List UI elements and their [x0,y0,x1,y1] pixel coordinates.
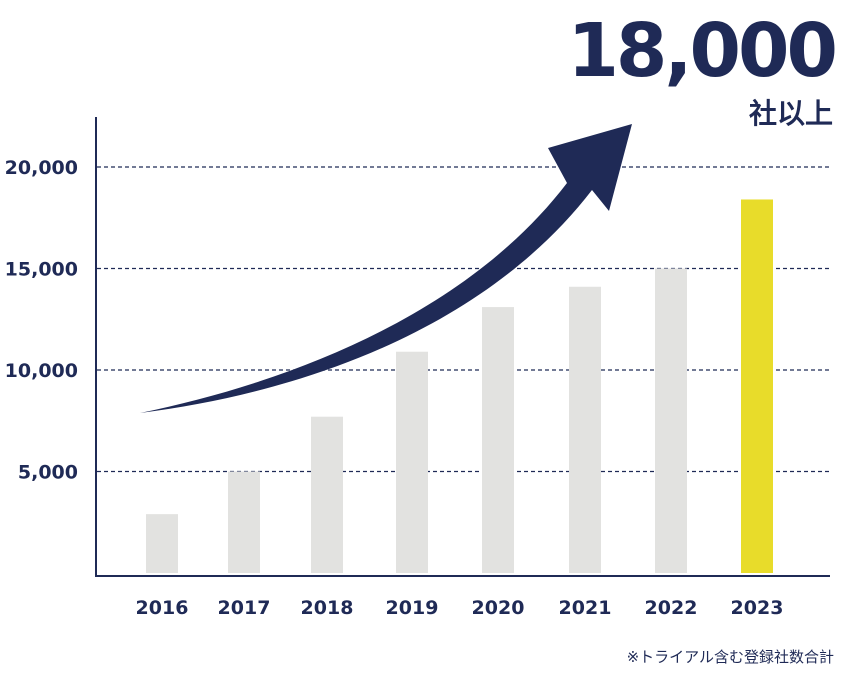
bar-2023 [741,199,773,574]
footnote: ※トライアル含む登録社数合計 [627,648,834,666]
axes [95,117,830,577]
bar-2018 [311,416,343,573]
x-tick-label: 2023 [731,597,784,619]
x-tick-label: 2019 [386,597,439,619]
growth-arrow-icon [140,124,632,413]
bar-2022 [655,268,687,573]
x-tick-label: 2018 [301,597,354,619]
bar-2021 [569,286,601,573]
bar-2020 [482,307,514,573]
x-tick-label: 2022 [645,597,698,619]
x-tick-label: 2017 [218,597,271,619]
x-tick-label: 2016 [136,597,189,619]
bar-2017 [228,471,260,573]
bar-2019 [396,351,428,573]
y-tick-label: 20,000 [5,157,78,179]
y-tick-label: 15,000 [5,259,78,281]
x-tick-labels: 2016 2017 2018 2019 2020 2021 2022 2023 [136,597,784,619]
y-tick-label: 5,000 [18,462,78,484]
x-tick-label: 2020 [472,597,525,619]
y-tick-labels: 5,000 10,000 15,000 20,000 [5,157,78,484]
bar-2016 [146,514,178,573]
grid-lines [97,166,830,473]
bars [146,199,773,574]
x-tick-label: 2021 [559,597,612,619]
headline-unit: 社以上 [749,97,833,130]
headline-value: 18,000 [567,8,835,94]
y-tick-label: 10,000 [5,360,78,382]
